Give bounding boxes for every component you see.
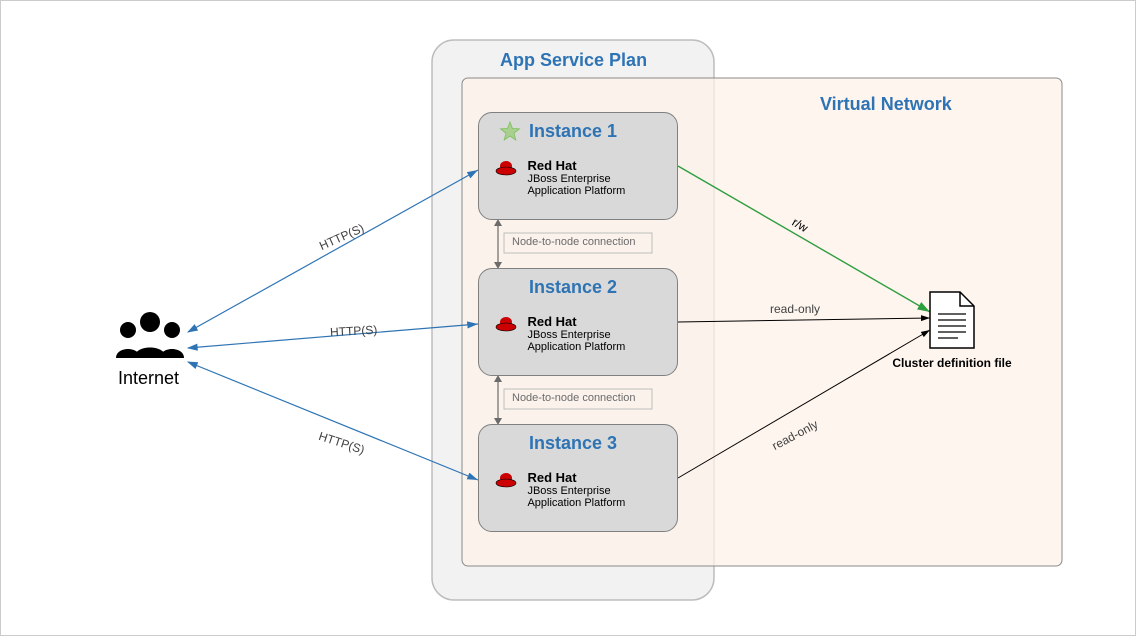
readonly-label-mid: read-only bbox=[770, 302, 820, 316]
redhat-line1: JBoss Enterprise bbox=[527, 329, 625, 341]
instance-1-title: Instance 1 bbox=[529, 121, 617, 142]
redhat-line2: Application Platform bbox=[527, 185, 625, 197]
redhat-line2: Application Platform bbox=[527, 341, 625, 353]
star-icon bbox=[499, 121, 521, 148]
redhat-icon bbox=[495, 315, 517, 338]
redhat-line2: Application Platform bbox=[527, 497, 625, 509]
node-to-node-label-2: Node-to-node connection bbox=[512, 392, 636, 404]
redhat-brand: Red Hat bbox=[527, 471, 625, 485]
instance-2: Instance 2 Red Hat JBoss Enterprise Appl… bbox=[478, 268, 678, 376]
instance-1-redhat: Red Hat JBoss Enterprise Application Pla… bbox=[495, 159, 625, 197]
redhat-brand: Red Hat bbox=[527, 159, 625, 173]
instance-3: Instance 3 Red Hat JBoss Enterprise Appl… bbox=[478, 424, 678, 532]
instance-2-title: Instance 2 bbox=[529, 277, 617, 298]
instance-1: Instance 1 Red Hat JBoss Enterprise Appl… bbox=[478, 112, 678, 220]
instance-3-title: Instance 3 bbox=[529, 433, 617, 454]
virtual-network-title: Virtual Network bbox=[820, 94, 952, 115]
instance-3-redhat: Red Hat JBoss Enterprise Application Pla… bbox=[495, 471, 625, 509]
instance-2-redhat: Red Hat JBoss Enterprise Application Pla… bbox=[495, 315, 625, 353]
redhat-icon bbox=[495, 471, 517, 494]
redhat-brand: Red Hat bbox=[527, 315, 625, 329]
http-label-2: HTTP(S) bbox=[330, 323, 378, 339]
node-to-node-label-1: Node-to-node connection bbox=[512, 236, 636, 248]
app-service-plan-title: App Service Plan bbox=[500, 50, 647, 71]
redhat-line1: JBoss Enterprise bbox=[527, 485, 625, 497]
redhat-icon bbox=[495, 159, 517, 182]
cluster-file-caption: Cluster definition file bbox=[892, 356, 1012, 370]
redhat-line1: JBoss Enterprise bbox=[527, 173, 625, 185]
internet-label: Internet bbox=[118, 368, 179, 389]
